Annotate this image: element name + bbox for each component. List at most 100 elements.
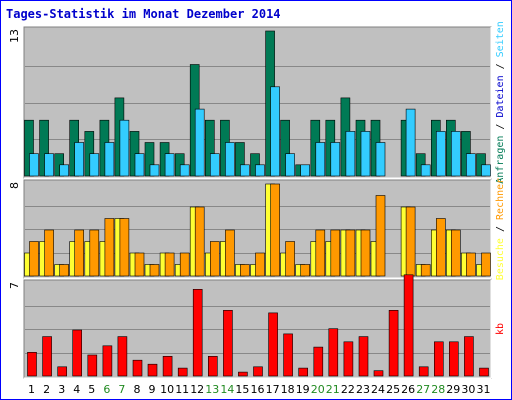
- bar-dateien-day-30: [466, 153, 476, 177]
- bar-kb-day-3: [57, 366, 68, 377]
- x-tick-day-31: 31: [477, 383, 491, 396]
- bar-kb-day-22: [343, 341, 354, 377]
- chart-panels: 13 8 7: [8, 26, 492, 379]
- bar-kb-day-10: [162, 355, 173, 377]
- bar-kb-day-13: [208, 355, 218, 377]
- side-label-part: /: [495, 118, 506, 136]
- x-tick-day-8: 8: [134, 383, 141, 396]
- panel-side-label: Anfragen / Dateien / Seiten: [495, 21, 506, 184]
- side-label-part: Anfragen: [495, 136, 506, 184]
- x-tick-day-25: 25: [386, 383, 400, 396]
- x-tick-day-6: 6: [103, 383, 110, 396]
- bar-rechner-day-19: [300, 264, 311, 277]
- bar-rechner-day-11: [179, 252, 190, 277]
- bar-dateien-day-12: [194, 108, 205, 177]
- x-tick-day-18: 18: [281, 383, 295, 396]
- bar-rechner-day-21: [330, 229, 341, 277]
- bar-dateien-day-23: [360, 131, 371, 177]
- bar-rechner-day-31: [481, 252, 491, 277]
- bar-rechner-day-5: [89, 229, 100, 277]
- x-tick-day-16: 16: [251, 383, 265, 396]
- series-rechner: [29, 183, 491, 277]
- x-tick-day-24: 24: [371, 383, 385, 396]
- panel-bottom: 7: [8, 274, 492, 379]
- x-tick-day-22: 22: [341, 383, 355, 396]
- x-tick-day-14: 14: [220, 383, 234, 396]
- bar-kb-day-31: [479, 367, 489, 377]
- bar-dateien-day-8: [134, 153, 145, 177]
- bar-dateien-day-24: [375, 142, 386, 177]
- bar-kb-day-29: [448, 341, 459, 377]
- x-tick-day-9: 9: [149, 383, 156, 396]
- x-tick-day-13: 13: [205, 383, 219, 396]
- bar-kb-day-2: [42, 336, 52, 377]
- bar-kb-day-9: [147, 363, 158, 377]
- panel-side-label: kb: [495, 323, 506, 335]
- bar-rechner-day-2: [44, 229, 54, 277]
- side-label-part: Dateien: [495, 75, 506, 117]
- x-tick-day-29: 29: [446, 383, 460, 396]
- bar-dateien-day-31: [481, 164, 491, 177]
- bar-anfragen-day-1: [24, 119, 34, 177]
- x-tick-day-30: 30: [461, 383, 475, 396]
- bar-anfragen-day-13: [205, 119, 215, 177]
- panel-side-label: Besuche / Rechner: [495, 178, 506, 280]
- side-label-part: /: [495, 57, 506, 75]
- bar-rechner-day-27: [420, 264, 431, 277]
- bar-kb-day-26: [403, 274, 414, 377]
- x-tick-day-27: 27: [416, 383, 430, 396]
- side-label-part: Rechner: [495, 178, 506, 220]
- bar-rechner-day-17: [270, 183, 280, 277]
- bar-rechner-day-29: [450, 229, 461, 277]
- x-axis-labels: 1 2 3 4 5 6 7 8 9 10 11 12 13 14 15 16 17 18 19 20 21 22 23 24 2…: [28, 383, 491, 396]
- bar-rechner-day-4: [74, 229, 84, 277]
- bar-kb-day-7: [117, 336, 128, 377]
- bar-dateien-day-22: [345, 131, 356, 177]
- x-tick-day-17: 17: [266, 383, 280, 396]
- x-tick-day-26: 26: [401, 383, 415, 396]
- bar-kb-day-23: [358, 336, 369, 377]
- bar-dateien-day-29: [450, 131, 461, 177]
- chart-title: Tages-Statistik im Monat Dezember 2014: [6, 7, 281, 21]
- side-label-part: Seiten: [495, 21, 506, 57]
- x-tick-day-11: 11: [175, 383, 189, 396]
- bar-dateien-day-16: [255, 164, 265, 177]
- bar-rechner-day-12: [194, 206, 205, 277]
- series-besuche: [24, 183, 486, 277]
- x-tick-day-4: 4: [73, 383, 80, 396]
- bar-rechner-day-8: [134, 252, 145, 277]
- panel-max-label: 7: [8, 282, 21, 289]
- bar-kb-day-24: [373, 370, 384, 377]
- x-tick-day-3: 3: [58, 383, 65, 396]
- x-tick-day-15: 15: [235, 383, 249, 396]
- bar-dateien-day-1: [29, 153, 39, 177]
- bar-dateien-day-11: [179, 164, 190, 177]
- bar-kb-day-16: [253, 366, 263, 377]
- bar-kb-day-4: [72, 329, 82, 377]
- bar-dateien-day-21: [330, 142, 341, 177]
- bar-kb-day-11: [177, 367, 188, 377]
- bar-dateien-day-20: [315, 142, 326, 177]
- bar-rechner-day-22: [345, 229, 356, 277]
- bar-anfragen-day-15: [235, 142, 245, 177]
- bar-dateien-day-17: [270, 86, 280, 177]
- bar-rechner-day-26: [405, 206, 416, 277]
- x-tick-day-28: 28: [431, 383, 445, 396]
- x-tick-day-5: 5: [88, 383, 95, 396]
- bar-kb-day-1: [27, 351, 37, 377]
- bar-dateien-day-27: [420, 164, 431, 177]
- bar-dateien-day-6: [104, 142, 115, 177]
- bar-rechner-day-6: [104, 218, 115, 277]
- x-tick-day-1: 1: [28, 383, 35, 396]
- panel-max-label: 8: [8, 182, 21, 189]
- x-tick-day-20: 20: [311, 383, 325, 396]
- x-tick-day-12: 12: [190, 383, 204, 396]
- bar-rechner-day-3: [59, 264, 70, 277]
- bar-dateien-day-18: [285, 153, 295, 177]
- bar-rechner-day-23: [360, 229, 371, 277]
- bar-kb-day-21: [328, 328, 339, 377]
- bar-kb-day-12: [192, 288, 203, 377]
- bar-dateien-day-14: [225, 142, 235, 177]
- bar-kb-day-27: [418, 366, 429, 377]
